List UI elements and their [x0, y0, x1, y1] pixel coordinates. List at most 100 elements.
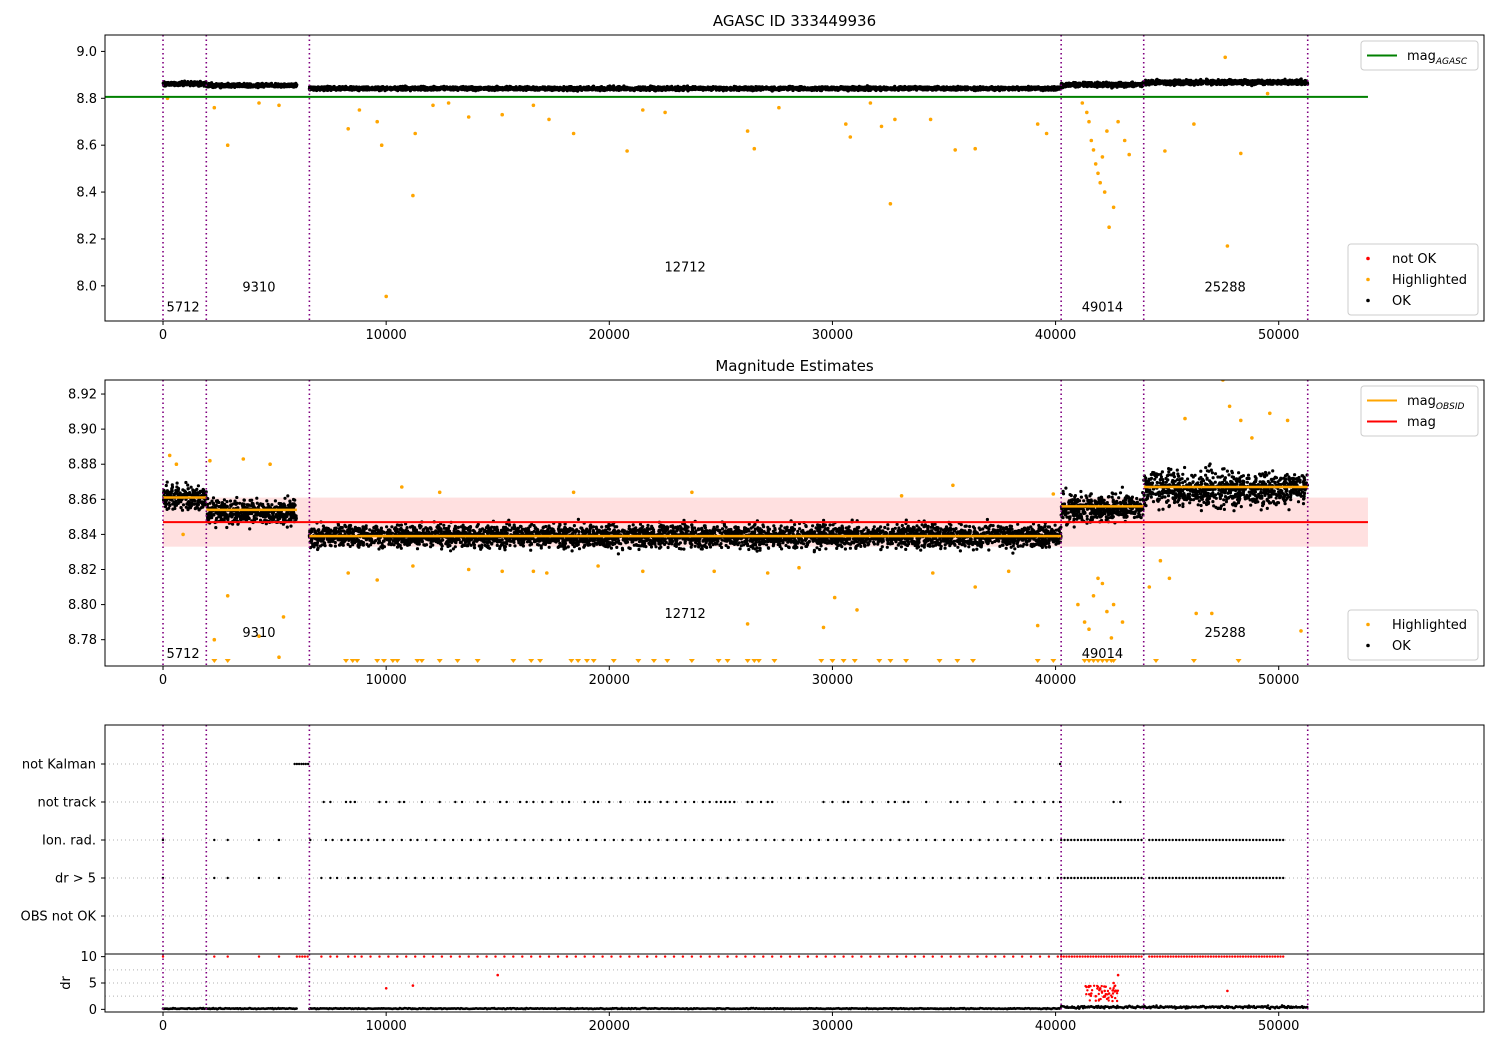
ok-point [845, 87, 850, 91]
ok-point [555, 86, 559, 90]
ok-point [883, 88, 887, 92]
ok-point [246, 82, 250, 86]
ok-point [512, 87, 516, 91]
ok-point [348, 86, 352, 90]
ok-point [505, 87, 509, 91]
ok-point [541, 86, 545, 90]
ok-point [498, 87, 502, 91]
ok-point [935, 85, 940, 89]
ok-point [662, 85, 666, 89]
ok-point [1047, 87, 1051, 91]
ok-point [376, 85, 380, 89]
ok-point [607, 86, 611, 90]
ok-point [595, 86, 599, 90]
ok-point [760, 85, 764, 89]
chart-title: AGASC ID 333449936 [713, 12, 876, 30]
ok-point [193, 80, 197, 84]
ok-point [477, 85, 481, 89]
ok-point [925, 88, 930, 92]
ok-point [1052, 87, 1056, 91]
ok-point [383, 89, 387, 93]
ok-point [437, 86, 441, 91]
ok-point [772, 88, 776, 92]
ok-point [289, 84, 293, 88]
ok-point [523, 86, 528, 90]
ok-point [581, 86, 585, 90]
ok-point [460, 87, 464, 91]
ok-point [558, 86, 563, 90]
ok-point [870, 87, 874, 91]
ok-point [647, 87, 652, 91]
ok-point [179, 81, 183, 85]
ok-point [342, 86, 346, 90]
ok-point [681, 85, 685, 89]
ok-point [635, 87, 639, 91]
ok-point [780, 86, 784, 90]
ok-point [573, 87, 577, 91]
ok-point [270, 84, 274, 88]
ok-point [355, 86, 359, 90]
ok-point [280, 83, 284, 87]
ok-point [944, 86, 949, 90]
ok-point [188, 83, 192, 87]
ok-point [291, 83, 296, 87]
ok-point [275, 83, 279, 87]
ok-point [675, 87, 680, 91]
ok-point [351, 85, 355, 89]
ok-point [613, 86, 617, 91]
ok-point [579, 88, 583, 92]
ok-point [226, 84, 230, 88]
ok-point [538, 86, 542, 90]
ok-point [529, 86, 533, 90]
ok-point [1033, 85, 1037, 89]
ok-point [454, 86, 458, 90]
ok-point [670, 86, 674, 90]
ok-point [202, 84, 206, 88]
ok-point [210, 84, 214, 88]
ok-point [858, 88, 862, 92]
ok-point [806, 86, 810, 90]
ok-point [210, 81, 214, 85]
ok-point [972, 87, 976, 91]
ok-point [223, 83, 227, 87]
ok-point [713, 86, 717, 90]
ok-point [252, 84, 256, 88]
ok-point [761, 88, 765, 92]
ok-point [322, 86, 326, 91]
ok-point [286, 84, 290, 88]
ok-point [889, 86, 893, 90]
ok-point [314, 86, 318, 90]
ok-point [405, 87, 409, 91]
ok-point [929, 87, 933, 91]
ok-points [161, 77, 1310, 93]
ok-point [591, 87, 595, 92]
ok-point [838, 86, 843, 90]
ok-point [413, 85, 417, 89]
ok-point [427, 86, 431, 90]
ok-point [788, 86, 792, 90]
ok-point [643, 86, 647, 90]
ok-point [791, 88, 795, 92]
ok-point [386, 87, 390, 91]
ok-point [602, 86, 606, 91]
ok-point [992, 87, 996, 91]
ok-point [249, 82, 253, 86]
ok-point [1003, 86, 1008, 90]
ok-point [1026, 88, 1031, 92]
ok-point [363, 86, 368, 90]
ok-point [265, 84, 269, 88]
ok-point [942, 88, 946, 92]
ok-point [570, 87, 574, 91]
ok-point [703, 87, 707, 92]
ok-point [618, 85, 622, 89]
ok-point [725, 85, 729, 89]
ok-point [1016, 87, 1020, 91]
ok-point [214, 85, 218, 89]
ok-point [260, 85, 264, 89]
ok-point [734, 85, 738, 89]
ok-point [333, 87, 337, 91]
ok-point [865, 87, 869, 91]
ok-point [237, 85, 242, 89]
ok-point [886, 86, 890, 90]
ok-point [1056, 87, 1060, 91]
